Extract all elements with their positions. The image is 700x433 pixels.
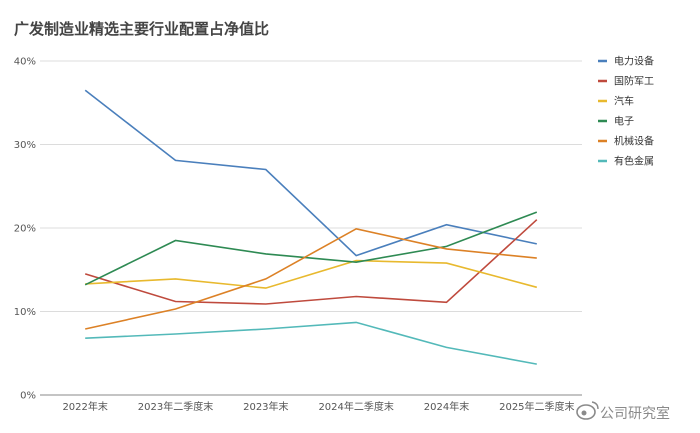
legend-label: 电子 <box>614 115 634 128</box>
legend-label: 国防军工 <box>614 75 654 88</box>
legend-item: 有色金属 <box>598 155 654 168</box>
series-line-0 <box>84 89 537 257</box>
x-tick-label: 2025年二季度末 <box>499 400 574 413</box>
y-tick-label: 10% <box>14 307 36 318</box>
y-tick-label: 40% <box>14 57 36 68</box>
legend-item: 机械设备 <box>598 135 654 148</box>
y-tick-label: 30% <box>14 140 36 151</box>
series-line-3 <box>84 211 538 286</box>
y-axis-ticks: 0% 10% 20% 30% 40% <box>14 57 36 402</box>
x-axis-ticks: 2022年末 2023年二季度末 2023年末 2024年二季度末 2024年末 2025… <box>62 400 574 413</box>
y-tick-label: 20% <box>14 224 36 235</box>
watermark: 公司研究室 <box>576 401 670 422</box>
grid <box>40 60 582 396</box>
series-line-5 <box>85 321 537 365</box>
legend-label: 电力设备 <box>614 55 654 68</box>
legend-label: 有色金属 <box>614 155 654 168</box>
legend-item: 汽车 <box>598 95 634 108</box>
x-tick-label: 2024年二季度末 <box>318 400 393 413</box>
series-lines <box>84 89 538 365</box>
x-tick-label: 2023年二季度末 <box>138 400 213 413</box>
y-tick-label: 0% <box>20 391 36 402</box>
chart-title: 广发制造业精选主要行业配置占净值比 <box>14 20 269 38</box>
x-tick-label: 2024年末 <box>424 400 469 413</box>
legend-label: 机械设备 <box>614 135 654 148</box>
legend-label: 汽车 <box>614 95 634 108</box>
legend-item: 电力设备 <box>598 55 654 68</box>
x-tick-label: 2023年末 <box>243 400 288 413</box>
series-line-1 <box>84 219 538 305</box>
legend-item: 国防军工 <box>598 75 654 88</box>
series-line-4 <box>85 227 537 330</box>
x-tick-label: 2022年末 <box>62 400 107 413</box>
weibo-logo-icon <box>576 401 599 420</box>
watermark-text: 公司研究室 <box>600 405 670 422</box>
legend-item: 电子 <box>598 115 634 128</box>
series-line-2 <box>85 259 538 289</box>
